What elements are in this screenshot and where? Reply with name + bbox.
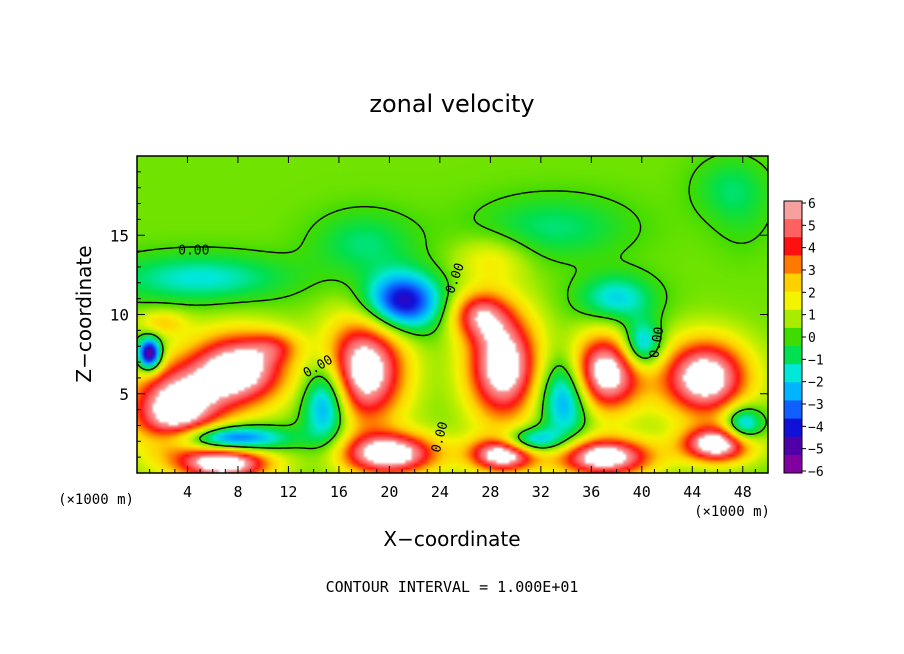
x-tick-label: 36 xyxy=(582,483,600,501)
contour-lines xyxy=(137,156,768,450)
y-tick-label: 15 xyxy=(110,226,129,245)
x-tick-label: 48 xyxy=(734,483,752,501)
colorbar-tick-label: −3 xyxy=(808,398,824,413)
x-axis-ticks: 4 8 12 16 20 24 28 32 36 40 44 48 xyxy=(149,156,756,501)
colorbar-swatch xyxy=(784,400,802,420)
x-tick-label: 44 xyxy=(683,483,701,501)
colorbar-swatch xyxy=(784,237,802,256)
colorbar-tick-label: −4 xyxy=(808,420,824,435)
x-tick-label: 20 xyxy=(380,483,398,501)
chart-title: zonal velocity xyxy=(369,90,534,118)
x-tick-label: 28 xyxy=(481,483,499,501)
x-tick-label: 4 xyxy=(183,483,192,501)
colorbar-swatch xyxy=(784,418,802,438)
colorbar-swatch xyxy=(784,309,802,329)
colorbar-swatch xyxy=(784,382,802,401)
y-tick-label: 10 xyxy=(110,306,129,325)
heatmap-image xyxy=(137,156,768,473)
colorbar-tick-label: 2 xyxy=(808,286,816,301)
colorbar-tick-label: 0 xyxy=(808,331,816,346)
y-axis-ticks: 5 10 15 xyxy=(110,171,768,458)
colorbar-swatch xyxy=(784,273,802,293)
colorbar-swatch xyxy=(784,255,802,275)
colorbar-swatch xyxy=(784,436,802,456)
x-unit-right: (×1000 m) xyxy=(694,504,770,520)
colorbar-tick-label: 4 xyxy=(808,242,816,257)
y-tick-label: 5 xyxy=(119,385,129,404)
colorbar-tick-label: 6 xyxy=(808,197,816,212)
x-tick-label: 32 xyxy=(532,483,550,501)
contour-label: 0.00 xyxy=(178,243,209,258)
colorbar-swatch xyxy=(784,219,802,238)
contour-zero xyxy=(137,156,768,450)
x-tick-label: 40 xyxy=(633,483,651,501)
x-tick-label: 24 xyxy=(431,483,449,501)
colorbar-tick-label: −1 xyxy=(808,353,824,368)
colorbar: 6 5 4 3 2 1 0 −1 −2 −3 −4 −5 −6 xyxy=(783,197,824,480)
colorbar-tick-label: −2 xyxy=(808,376,824,391)
colorbar-swatch xyxy=(784,327,802,347)
y-axis-label: Z−coordinate xyxy=(72,245,96,382)
x-tick-label: 16 xyxy=(330,483,348,501)
colorbar-tick-label: 1 xyxy=(808,309,816,324)
colorbar-tick-label: 5 xyxy=(808,219,816,234)
colorbar-tick-label: 3 xyxy=(808,264,816,279)
contour-interval-note: CONTOUR INTERVAL = 1.000E+01 xyxy=(326,578,579,596)
x-axis-label: X−coordinate xyxy=(383,527,520,551)
colorbar-swatch xyxy=(784,364,802,383)
colorbar-swatch xyxy=(784,454,802,474)
colorbar-swatch xyxy=(784,346,802,365)
x-tick-label: 8 xyxy=(233,483,242,501)
heatmap-field xyxy=(137,156,768,473)
colorbar-swatch xyxy=(784,291,802,311)
contour-label: 0.00 xyxy=(647,326,667,359)
x-tick-label: 12 xyxy=(279,483,297,501)
colorbar-swatch xyxy=(784,201,802,220)
colorbar-tick-label: −5 xyxy=(808,443,824,458)
colorbar-tick-label: −6 xyxy=(808,465,824,480)
x-unit-left: (×1000 m) xyxy=(58,492,134,508)
